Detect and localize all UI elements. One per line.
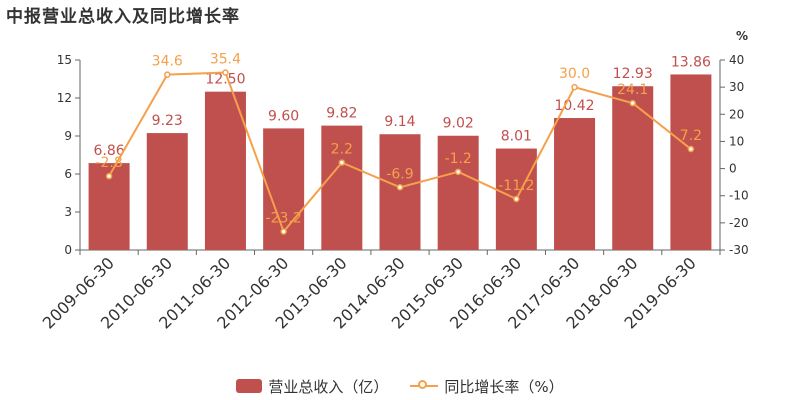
bar-value-label: 9.82 xyxy=(326,106,357,122)
growth-point xyxy=(687,145,695,153)
growth-value-label: 34.6 xyxy=(152,54,183,70)
bar-value-label: 9.23 xyxy=(152,113,183,129)
y-right-unit-label: % xyxy=(736,29,748,43)
growth-point xyxy=(571,83,578,91)
growth-value-label: -23.2 xyxy=(266,211,302,227)
growth-point xyxy=(454,168,462,176)
y-left-tick-label: 12 xyxy=(57,91,72,105)
y-left-tick-label: 9 xyxy=(64,129,72,143)
growth-value-label: -2.8 xyxy=(95,155,122,171)
bar-value-label: 9.02 xyxy=(443,116,474,132)
line-layer xyxy=(105,69,695,235)
bar xyxy=(321,125,363,250)
bar xyxy=(612,86,654,250)
bar-value-label: 9.14 xyxy=(384,114,415,130)
legend-item-revenue[interactable]: 营业总收入（亿） xyxy=(236,376,388,397)
y-right-tick-label: 20 xyxy=(729,107,744,121)
legend: 营业总收入（亿） 同比增长率（%） xyxy=(0,375,800,397)
bar-labels-layer: 6.86 9.23 12.50 9.60 9.82 9.14 9.02 8.01 10.42 12… xyxy=(94,54,712,159)
growth-point xyxy=(222,69,229,76)
legend-label-growth: 同比增长率（%） xyxy=(444,377,564,396)
growth-point xyxy=(629,99,636,107)
bar xyxy=(670,74,712,250)
growth-value-label: 24.1 xyxy=(617,82,648,98)
bars-layer xyxy=(88,74,712,251)
legend-bar-swatch xyxy=(236,379,263,393)
bar-value-label: 6.86 xyxy=(94,143,125,159)
growth-point xyxy=(105,172,113,180)
growth-value-label: -11.2 xyxy=(498,178,534,194)
bar-value-label: 12.50 xyxy=(205,72,245,88)
y-right-tick-label: 0 xyxy=(729,162,737,176)
growth-value-label: 30.0 xyxy=(559,66,590,82)
y-right-tick-label: -10 xyxy=(729,189,749,203)
y-left-tick-label: 6 xyxy=(64,167,72,181)
bar-value-label: 8.01 xyxy=(501,129,532,145)
growth-value-label: 35.4 xyxy=(210,51,241,67)
y-left-tick-label: 15 xyxy=(57,53,72,67)
chart-title: 中报营业总收入及同比增长率 xyxy=(6,7,240,27)
bar xyxy=(379,134,421,250)
bar-value-label: 13.86 xyxy=(671,54,711,70)
bar-value-label: 10.42 xyxy=(554,98,594,114)
bar-value-label: 9.60 xyxy=(268,108,299,124)
y-right-tick-label: 30 xyxy=(729,80,744,94)
line-labels-layer: -2.8 34.6 35.4 -23.2 2.2 -6.9 -1.2 -11.2 30.0 24.… xyxy=(95,51,702,226)
growth-point xyxy=(164,71,171,78)
bar xyxy=(437,135,479,250)
y-right-tick-label: 10 xyxy=(729,134,744,148)
growth-point xyxy=(396,184,404,191)
growth-point xyxy=(280,228,287,235)
growth-value-label: 7.2 xyxy=(680,128,702,144)
y-right-tick-label: -30 xyxy=(729,243,749,257)
growth-point xyxy=(513,195,520,203)
combo-chart: 03691215-30-20-10010203040%2009-06-30201… xyxy=(39,29,749,333)
bar xyxy=(146,133,188,250)
bar-value-label: 12.93 xyxy=(613,66,653,82)
growth-value-label: 2.2 xyxy=(331,142,353,158)
growth-point xyxy=(338,159,346,166)
y-left-tick-label: 3 xyxy=(64,205,72,219)
y-right-tick-label: -20 xyxy=(729,216,749,230)
bar xyxy=(554,118,596,250)
y-right-tick-label: 40 xyxy=(729,53,744,67)
legend-line-swatch xyxy=(410,379,439,393)
bar xyxy=(204,91,246,251)
y-left-tick-label: 0 xyxy=(64,243,72,257)
growth-value-label: -6.9 xyxy=(386,166,413,182)
legend-item-growth[interactable]: 同比增长率（%） xyxy=(410,376,564,397)
growth-value-label: -1.2 xyxy=(445,151,472,167)
legend-label-revenue: 营业总收入（亿） xyxy=(268,377,389,396)
